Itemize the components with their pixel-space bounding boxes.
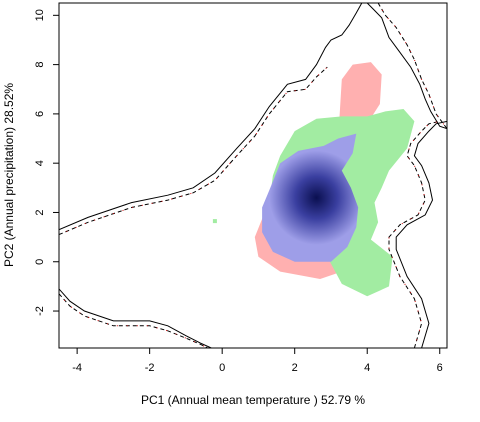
x-axis-label: PC1 (Annual mean temperature ) 52.79 % <box>141 393 365 407</box>
y-tick-label: 6 <box>34 111 46 117</box>
y-tick-label: 4 <box>34 160 46 166</box>
x-axis: -4 -2 0 2 4 6 <box>72 348 443 374</box>
solid-envelope-line-4 <box>395 120 447 348</box>
plot-frame <box>58 2 448 349</box>
solid-envelope-line-3 <box>59 288 212 348</box>
isolated-green-point <box>212 219 217 224</box>
y-tick-label: -2 <box>34 306 46 316</box>
red-envelope-line-1 <box>59 66 328 236</box>
y-tick-label: 2 <box>34 209 46 215</box>
overlap-density-region <box>262 133 359 262</box>
x-tick-label: -2 <box>145 362 155 374</box>
x-tick-label: 2 <box>292 362 298 374</box>
x-tick-label: 0 <box>219 362 225 374</box>
x-tick-label: 4 <box>364 362 370 374</box>
dashed-envelope-line-4 <box>388 120 440 348</box>
y-tick-label: 0 <box>34 259 46 265</box>
y-tick-label: 8 <box>34 62 46 68</box>
y-axis: -2 0 2 4 6 8 10 <box>34 9 59 316</box>
red-envelope-line-2 <box>377 3 447 129</box>
y-tick-label: 10 <box>34 9 46 21</box>
dashed-envelope-line-2 <box>377 3 447 129</box>
x-tick-label: -4 <box>72 362 82 374</box>
solid-envelope-line-2 <box>366 3 447 130</box>
y-axis-label: PC2 (Annual precipitation) 28.52% <box>2 83 16 267</box>
x-tick-label: 6 <box>437 362 443 374</box>
envelope-lines <box>59 3 447 348</box>
solid-envelope-line-1 <box>59 3 363 231</box>
dashed-envelope-line-3 <box>59 293 208 348</box>
density-regions <box>212 62 415 297</box>
